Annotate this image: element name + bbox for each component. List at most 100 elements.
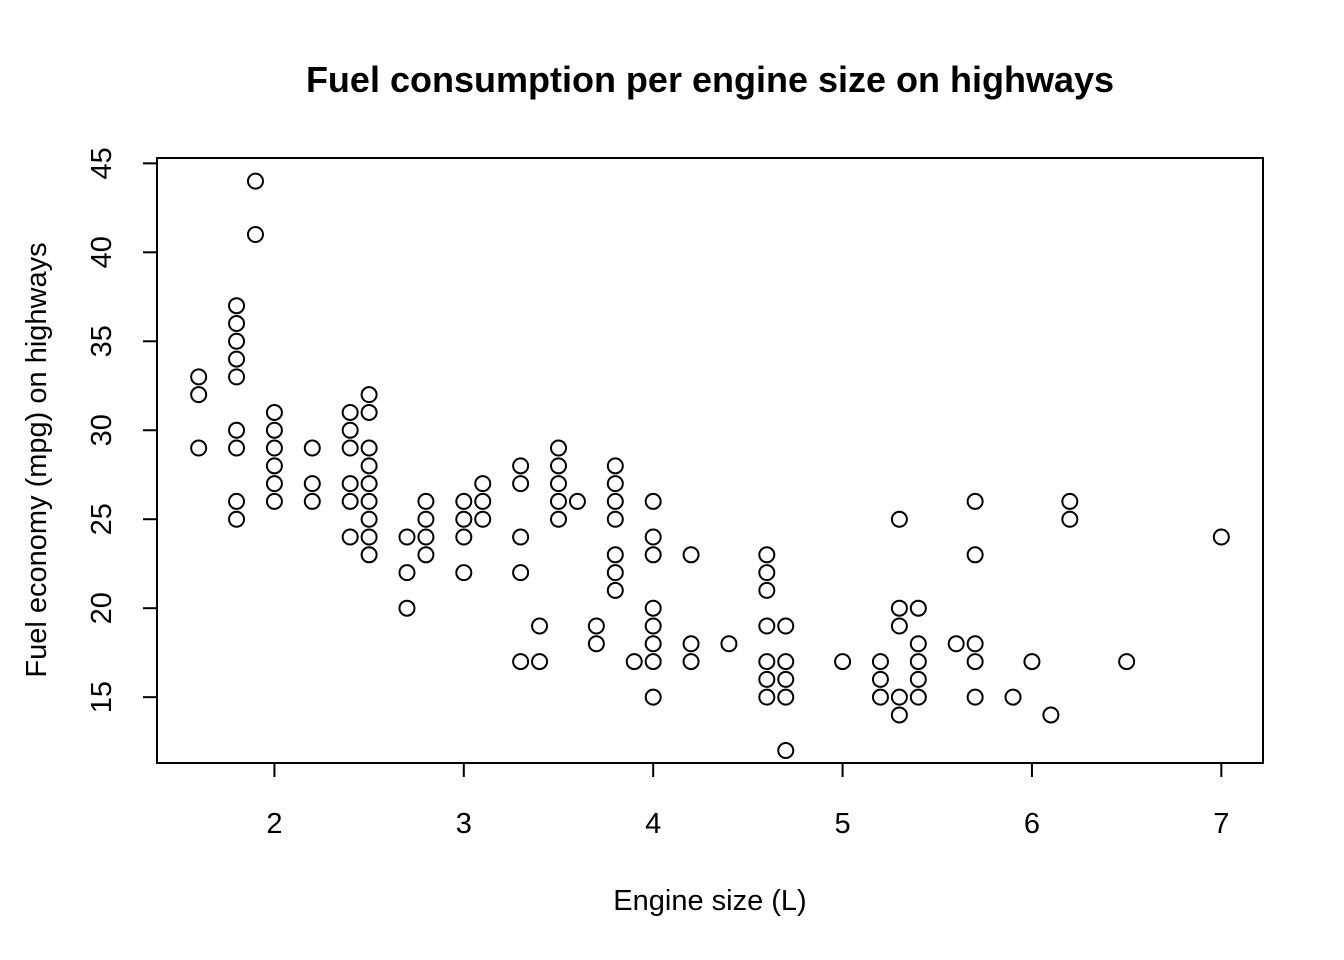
data-point — [1023, 653, 1041, 671]
data-point — [606, 564, 624, 582]
data-point — [606, 581, 624, 599]
data-point — [265, 492, 283, 510]
data-point — [606, 510, 624, 528]
data-points — [190, 172, 1230, 760]
data-point — [682, 546, 700, 564]
data-point — [341, 475, 359, 493]
data-point — [228, 510, 246, 528]
data-point — [947, 635, 965, 653]
data-point — [777, 688, 795, 706]
data-point — [228, 439, 246, 457]
data-point — [758, 653, 776, 671]
data-point — [512, 653, 530, 671]
data-point — [531, 617, 549, 635]
x-tick-label: 7 — [1213, 808, 1229, 840]
y-tick-label: 35 — [86, 325, 118, 357]
data-point — [341, 439, 359, 457]
data-point — [398, 599, 416, 617]
data-point — [966, 492, 984, 510]
y-axis-label: Fuel economy (mpg) on highways — [21, 242, 53, 677]
data-point — [625, 653, 643, 671]
data-point — [758, 617, 776, 635]
x-tick-label: 5 — [834, 808, 850, 840]
data-point — [190, 368, 208, 386]
data-point — [871, 653, 889, 671]
x-axis: 2 3 4 5 6 7 — [266, 762, 1229, 840]
data-point — [909, 653, 927, 671]
data-point — [644, 688, 662, 706]
y-tick-label: 40 — [86, 236, 118, 268]
data-point — [549, 457, 567, 475]
data-point — [303, 439, 321, 457]
data-point — [1004, 688, 1022, 706]
data-point — [265, 475, 283, 493]
data-point — [682, 635, 700, 653]
data-point — [909, 670, 927, 688]
data-point — [777, 617, 795, 635]
data-point — [246, 226, 264, 244]
x-tick-label: 2 — [266, 808, 282, 840]
data-point — [1042, 706, 1060, 724]
plot-frame — [156, 157, 1264, 764]
data-point — [606, 475, 624, 493]
data-point — [606, 492, 624, 510]
data-point — [360, 492, 378, 510]
data-point — [587, 635, 605, 653]
data-point — [890, 599, 908, 617]
data-point — [265, 421, 283, 439]
data-point — [341, 528, 359, 546]
data-point — [758, 670, 776, 688]
data-point — [474, 475, 492, 493]
data-point — [474, 510, 492, 528]
y-tick-label: 25 — [86, 503, 118, 535]
data-point — [360, 457, 378, 475]
data-point — [549, 510, 567, 528]
data-point — [265, 457, 283, 475]
data-point — [966, 635, 984, 653]
data-point — [758, 546, 776, 564]
data-point — [644, 635, 662, 653]
data-point — [512, 528, 530, 546]
data-point — [398, 564, 416, 582]
data-point — [568, 492, 586, 510]
data-point — [360, 510, 378, 528]
data-point — [644, 617, 662, 635]
data-point — [474, 492, 492, 510]
data-point — [777, 653, 795, 671]
data-point — [398, 528, 416, 546]
data-point — [966, 546, 984, 564]
data-point — [909, 688, 927, 706]
data-point — [644, 546, 662, 564]
data-point — [777, 742, 795, 760]
data-point — [777, 670, 795, 688]
data-point — [890, 617, 908, 635]
data-point — [455, 564, 473, 582]
data-point — [190, 439, 208, 457]
data-point — [455, 510, 473, 528]
x-tick-label: 6 — [1024, 808, 1040, 840]
chart-title: Fuel consumption per engine size on high… — [306, 59, 1114, 100]
data-point — [512, 564, 530, 582]
data-point — [228, 421, 246, 439]
data-point — [758, 688, 776, 706]
data-point — [1212, 528, 1230, 546]
data-point — [1061, 492, 1079, 510]
data-point — [531, 653, 549, 671]
data-point — [1118, 653, 1136, 671]
data-point — [228, 368, 246, 386]
data-point — [341, 421, 359, 439]
data-point — [549, 439, 567, 457]
y-tick-label: 30 — [86, 414, 118, 446]
data-point — [890, 706, 908, 724]
data-point — [644, 653, 662, 671]
y-tick-label: 45 — [86, 147, 118, 179]
data-point — [228, 350, 246, 368]
data-point — [360, 475, 378, 493]
data-point — [966, 688, 984, 706]
data-point — [644, 492, 662, 510]
y-tick-label: 15 — [86, 681, 118, 713]
data-point — [360, 528, 378, 546]
data-point — [265, 403, 283, 421]
data-point — [228, 314, 246, 332]
